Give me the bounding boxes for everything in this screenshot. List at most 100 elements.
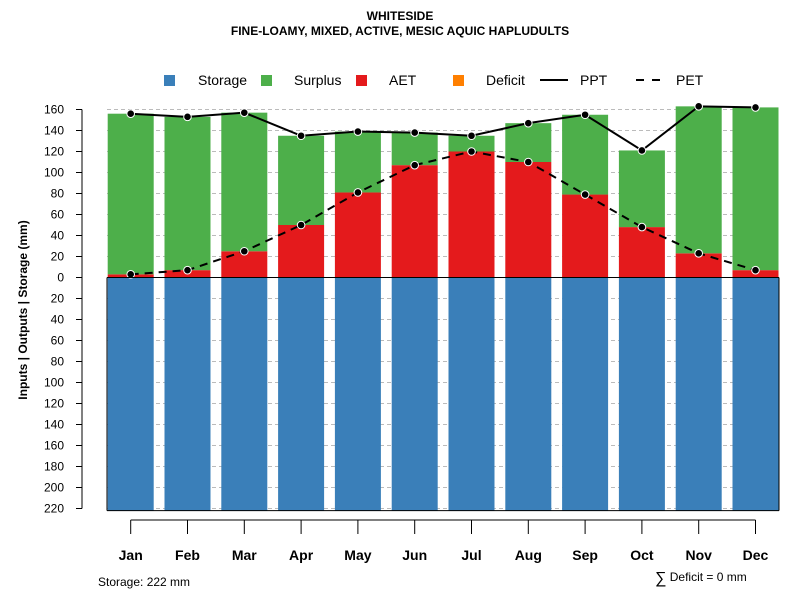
chart-subtitle: FINE-LOAMY, MIXED, ACTIVE, MESIC AQUIC H… xyxy=(230,24,570,38)
x-tick-label-jan: Jan xyxy=(119,547,143,563)
ppt-point xyxy=(467,131,476,141)
legend-ppt-label: PPT xyxy=(580,72,608,88)
y-tick-label: 20 xyxy=(51,250,65,264)
surplus-bar-mar xyxy=(221,112,268,252)
x-tick-label-dec: Dec xyxy=(743,547,769,563)
surplus-bar-aug xyxy=(505,123,552,162)
legend-deficit-label: Deficit xyxy=(486,72,525,88)
aet-bar-may xyxy=(334,192,381,278)
storage-note: Storage: 222 mm xyxy=(98,575,191,589)
pet-point xyxy=(353,188,363,197)
surplus-bar-may xyxy=(334,131,381,193)
pet-point xyxy=(694,249,704,258)
y-tick-label: 0 xyxy=(57,271,64,285)
storage-bar-aug xyxy=(505,277,552,511)
storage-bar-may xyxy=(334,277,381,511)
y-axis-label: Inputs | Outputs | Storage (mm) xyxy=(16,220,30,399)
surplus-bar-jan xyxy=(107,113,154,275)
storage-bar-feb xyxy=(164,277,211,511)
ppt-point xyxy=(183,112,192,122)
y-tick-label: 220 xyxy=(44,502,64,516)
x-tick-label-apr: Apr xyxy=(289,547,314,563)
legend-storage-label: Storage xyxy=(198,72,247,88)
y-tick-label: 120 xyxy=(44,145,64,159)
y-tick-label: 40 xyxy=(51,229,65,243)
pet-point xyxy=(183,265,192,275)
ppt-point xyxy=(580,110,590,120)
x-tick-label-oct: Oct xyxy=(630,547,654,563)
series-lines xyxy=(126,102,760,279)
storage-bar-mar xyxy=(221,277,268,511)
y-tick-label: 80 xyxy=(51,355,65,369)
pet-point xyxy=(126,270,135,279)
legend-deficit-swatch xyxy=(453,75,464,86)
legend-aet-swatch xyxy=(356,75,367,86)
pet-point xyxy=(296,220,306,230)
y-tick-label: 120 xyxy=(44,397,64,411)
storage-bar-jul xyxy=(448,277,495,511)
ppt-point xyxy=(353,127,363,136)
storage-bar-jan xyxy=(107,277,154,511)
y-tick-label: 180 xyxy=(44,460,64,474)
surplus-bar-oct xyxy=(618,150,665,228)
pet-point xyxy=(751,265,760,275)
y-tick-label: 140 xyxy=(44,124,64,138)
aet-bar-oct xyxy=(618,227,665,278)
ppt-line xyxy=(130,105,756,152)
deficit-text: Deficit = 0 mm xyxy=(669,570,747,584)
y-tick-label: 200 xyxy=(44,481,64,495)
surplus-bar-jul xyxy=(448,135,495,152)
x-tick-label-nov: Nov xyxy=(685,547,712,563)
storage-bar-jun xyxy=(391,277,438,511)
y-tick-label: 60 xyxy=(51,334,65,348)
legend-surplus-swatch xyxy=(261,75,272,86)
legend-storage-swatch xyxy=(164,75,175,86)
x-tick-label-sep: Sep xyxy=(572,547,598,563)
bars xyxy=(107,106,779,511)
storage-bar-dec xyxy=(732,277,779,511)
x-tick-label-aug: Aug xyxy=(515,547,542,563)
pet-point xyxy=(524,157,533,167)
x-tick-label-jul: Jul xyxy=(461,547,481,563)
y-tick-label: 160 xyxy=(44,103,64,117)
storage-bar-sep xyxy=(562,277,609,511)
x-tick-label-feb: Feb xyxy=(175,547,200,563)
pet-point xyxy=(240,246,249,256)
x-tick-label-may: May xyxy=(344,547,371,563)
ppt-point xyxy=(126,109,135,118)
surplus-bar-apr xyxy=(278,135,325,225)
legend-surplus-label: Surplus xyxy=(294,72,341,88)
ppt-point xyxy=(240,108,249,117)
aet-bar-aug xyxy=(505,162,552,278)
y-tick-label: 40 xyxy=(51,313,65,327)
y-tick-label: 160 xyxy=(44,439,64,453)
pet-point xyxy=(580,190,590,199)
y-tick-label: 20 xyxy=(51,292,65,306)
y-tick-label: 100 xyxy=(44,166,64,180)
pet-line xyxy=(130,150,756,276)
surplus-bar-dec xyxy=(732,107,779,271)
ppt-point xyxy=(694,102,704,111)
ppt-point xyxy=(296,131,306,141)
ppt-point xyxy=(751,103,760,112)
pet-point xyxy=(467,147,476,156)
legend: Storage Surplus AET Deficit PPT PET xyxy=(164,72,704,88)
surplus-bar-sep xyxy=(562,114,609,195)
surplus-bar-jun xyxy=(391,132,438,166)
aet-bar-jul xyxy=(448,151,495,278)
legend-aet-label: AET xyxy=(389,72,417,88)
sum-symbol: ∑ xyxy=(655,570,667,587)
y-tick-label: 60 xyxy=(51,208,65,222)
x-tick-label-jun: Jun xyxy=(402,547,427,563)
legend-pet-label: PET xyxy=(676,72,704,88)
y-tick-label: 100 xyxy=(44,376,64,390)
storage-bar-oct xyxy=(618,277,665,511)
storage-bar-apr xyxy=(278,277,325,511)
pet-point xyxy=(637,222,647,232)
axes: 0 20 40 60 80 100 120 140 160 20 40 60 80 100 120 140 16… xyxy=(44,103,780,563)
x-tick-label-mar: Mar xyxy=(232,547,257,563)
chart-title: WHITESIDE xyxy=(366,9,434,23)
aet-bar-sep xyxy=(562,194,609,278)
surplus-bar-nov xyxy=(675,106,722,254)
